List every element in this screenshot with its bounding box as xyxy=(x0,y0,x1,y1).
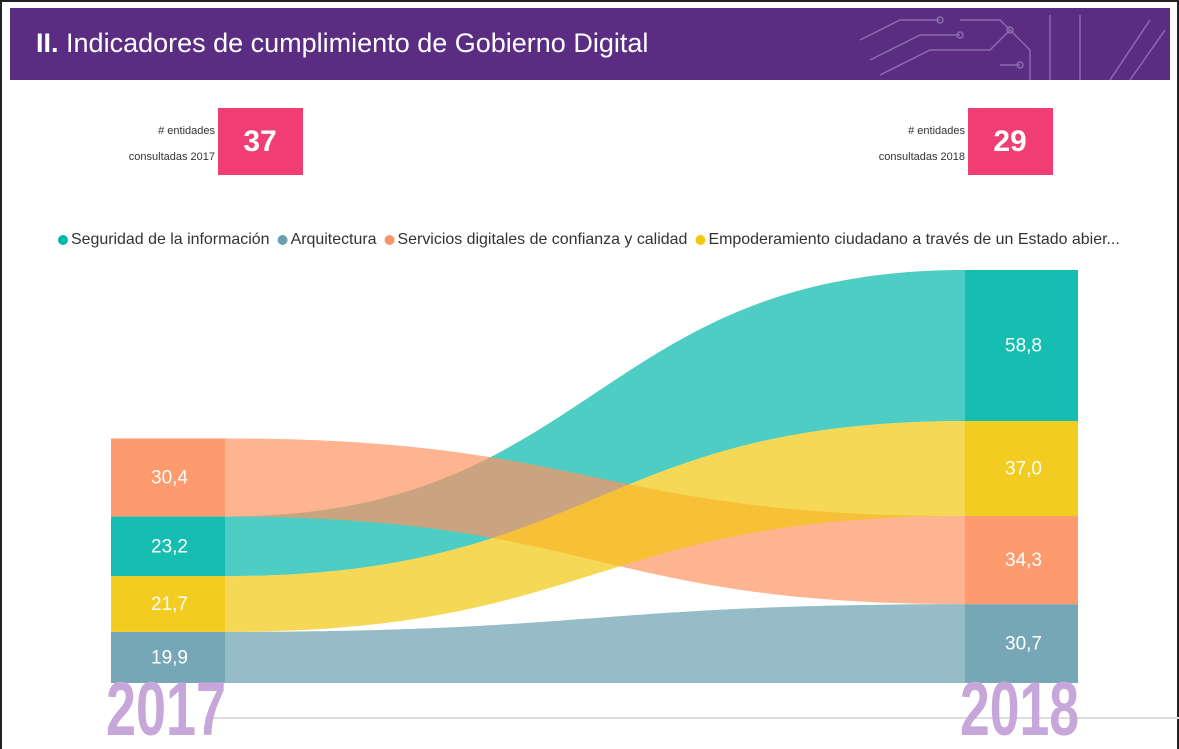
title-text: Indicadores de cumplimiento de Gobierno … xyxy=(66,28,648,58)
column-segment xyxy=(965,604,1078,683)
card-label: # entidades xyxy=(908,125,965,137)
column-segment xyxy=(965,516,1078,605)
column-segment xyxy=(111,576,225,632)
legend-label: Servicios digitales de confianza y calid… xyxy=(398,231,688,248)
column-segment xyxy=(965,270,1078,422)
column-segment xyxy=(111,631,225,683)
title-number: II. xyxy=(36,28,59,58)
value-label: 19,9 xyxy=(151,647,188,668)
year-label: 2018 xyxy=(960,667,1079,749)
card-label: # entidades xyxy=(158,125,215,137)
circuit-decoration xyxy=(859,15,1166,81)
column-segment xyxy=(111,516,225,577)
value-label: 30,7 xyxy=(1005,634,1042,655)
card-value: 37 xyxy=(243,125,276,158)
year-label: 2017 xyxy=(106,667,226,749)
ribbon xyxy=(225,421,965,632)
header-title: II. Indicadores de cumplimiento de Gobie… xyxy=(36,28,648,58)
value-label: 21,7 xyxy=(151,594,188,615)
legend-marker xyxy=(695,235,706,245)
value-label: 34,3 xyxy=(1005,550,1042,571)
legend-marker xyxy=(277,235,288,245)
legend-marker xyxy=(58,235,68,245)
value-label: 58,8 xyxy=(1005,336,1042,357)
card-value: 29 xyxy=(993,125,1026,158)
ribbon xyxy=(225,604,965,683)
card-label: consultadas 2017 xyxy=(129,151,215,163)
value-label: 23,2 xyxy=(151,536,188,557)
value-label: 30,4 xyxy=(151,468,188,489)
legend: Seguridad de la información Arquitectura S… xyxy=(58,231,1120,248)
card-box xyxy=(968,108,1053,175)
card-label: consultadas 2018 xyxy=(879,151,965,163)
legend-label: Empoderamiento ciudadano a través de un … xyxy=(708,231,1119,248)
value-label: 37,0 xyxy=(1005,459,1042,480)
legend-marker xyxy=(384,235,395,245)
column-segment xyxy=(111,438,225,517)
legend-label: Arquitectura xyxy=(291,231,377,248)
legend-label: Seguridad de la información xyxy=(71,231,270,248)
column-segment xyxy=(965,421,1078,517)
card-box xyxy=(218,108,303,175)
